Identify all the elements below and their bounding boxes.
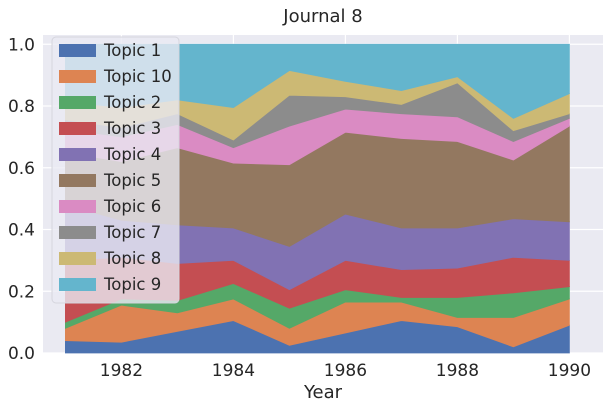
y-tick-label: 0.8 — [8, 97, 35, 117]
x-tick-label: 1984 — [212, 361, 255, 381]
x-axis-title: Year — [303, 382, 343, 403]
legend-swatch — [59, 252, 96, 265]
y-tick-label: 0.0 — [8, 344, 35, 364]
series-areas — [65, 43, 570, 354]
legend-label: Topic 6 — [103, 197, 161, 216]
legend: Topic 1 Topic 10 Topic 2 Topic 3 Topic 4 Topi… — [51, 36, 180, 304]
y-tick-label: 0.6 — [8, 159, 35, 179]
legend-label: Topic 3 — [103, 119, 161, 138]
legend-label: Topic 7 — [103, 223, 161, 242]
legend-swatch — [59, 200, 96, 213]
legend-swatch — [59, 96, 96, 109]
legend-swatch — [59, 174, 96, 187]
legend-label: Topic 9 — [103, 275, 161, 294]
y-tick-label: 0.2 — [8, 282, 35, 302]
y-tick-label: 1.0 — [8, 35, 35, 55]
legend-label: Topic 8 — [103, 249, 161, 268]
x-tick-label: 1990 — [548, 361, 591, 381]
legend-swatch — [59, 278, 96, 291]
legend-swatch — [59, 70, 96, 83]
y-tick-label: 0.4 — [8, 221, 35, 241]
chart-title: Journal 8 — [282, 6, 362, 27]
y-axis-ticks: 0.0 0.2 0.4 0.6 0.8 1.0 — [8, 35, 35, 364]
legend-label: Topic 5 — [103, 171, 161, 190]
legend-swatch — [59, 122, 96, 135]
legend-swatch — [59, 44, 96, 57]
legend-swatch — [59, 226, 96, 239]
x-axis-ticks: 1982 1984 1986 1988 1990 — [100, 361, 591, 381]
x-tick-label: 1982 — [100, 361, 143, 381]
legend-swatch — [59, 148, 96, 161]
legend-label: Topic 2 — [103, 93, 161, 112]
legend-label: Topic 1 — [103, 41, 161, 60]
legend-label: Topic 10 — [103, 67, 172, 86]
legend-label: Topic 4 — [103, 145, 161, 164]
x-tick-label: 1986 — [324, 361, 367, 381]
area-topic-9 — [65, 43, 570, 119]
x-tick-label: 1988 — [436, 361, 479, 381]
